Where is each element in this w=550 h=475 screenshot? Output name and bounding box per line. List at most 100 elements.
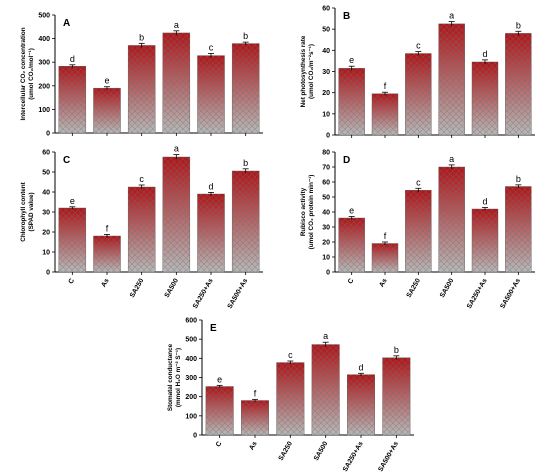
significance-letter: a xyxy=(174,144,179,154)
significance-letter: f xyxy=(384,231,387,241)
panel-letter: B xyxy=(343,11,350,22)
bar-hatch xyxy=(93,236,121,272)
y-tick-label: 300 xyxy=(38,60,50,67)
bar-hatch xyxy=(472,209,498,272)
bar-hatch xyxy=(372,93,398,135)
bar-hatch xyxy=(347,374,375,435)
bar-hatch xyxy=(128,45,156,133)
y-tick-label: 20 xyxy=(42,230,50,237)
bar-hatch xyxy=(382,357,411,435)
significance-letter: f xyxy=(106,223,109,233)
significance-letter: d xyxy=(208,181,213,191)
x-tick-label: SA500 xyxy=(439,277,456,299)
y-tick-label: 60 xyxy=(322,180,330,187)
bar-hatch xyxy=(162,157,190,272)
bar-hatch xyxy=(232,171,260,272)
y-tick-label: 100 xyxy=(38,107,50,114)
panel-e: 0 100 200 300 400 500 600 E Stomatal conductance… xyxy=(167,318,414,473)
y-tick-label: 600 xyxy=(185,318,197,325)
bar-hatch xyxy=(338,218,365,272)
significance-letter: e xyxy=(70,196,75,206)
bar-hatch xyxy=(311,344,340,435)
bar-hatch xyxy=(372,243,398,272)
y-tick-label: 40 xyxy=(322,210,330,217)
bar-hatch xyxy=(93,88,121,133)
significance-letter: e xyxy=(349,206,354,216)
bar-hatch xyxy=(405,53,432,136)
significance-letter: e xyxy=(104,76,109,86)
y-axis-label: Net photosynthesis rate(umol CO₂/m⁻²s⁻¹) xyxy=(300,35,315,107)
significance-letter: a xyxy=(449,154,454,164)
bar-hatch xyxy=(197,194,225,272)
y-axis-label: Stomatal conductance(mmol H₂O m⁻² S⁻¹) xyxy=(167,343,182,411)
significance-letter: b xyxy=(394,345,399,355)
y-tick-label: 0 xyxy=(46,270,50,277)
y-tick-label: 20 xyxy=(322,90,330,97)
y-tick-label: 60 xyxy=(42,150,50,157)
x-tick-label: SA500 xyxy=(164,277,181,299)
significance-letter: b xyxy=(516,20,521,30)
significance-letter: c xyxy=(288,350,293,360)
panel-d: 0 10 20 30 40 50 60 70 80 D Rubisco activity(umol … xyxy=(300,150,535,310)
panel-b: 0 10 20 30 40 50 60 B Net photosynthesis rate(um… xyxy=(300,6,535,140)
y-tick-label: 10 xyxy=(42,250,50,257)
significance-letter: f xyxy=(384,81,387,91)
bar-hatch xyxy=(58,66,86,133)
y-tick-label: 200 xyxy=(38,83,50,90)
significance-letter: d xyxy=(482,49,487,59)
y-tick-label: 500 xyxy=(38,13,50,20)
bar-hatch xyxy=(128,187,156,272)
significance-letter: f xyxy=(254,388,257,398)
x-tick-label: SA250 xyxy=(278,440,295,462)
x-tick-label: SA500+As xyxy=(227,277,250,310)
bar-hatch xyxy=(405,190,432,272)
significance-letter: e xyxy=(217,374,222,384)
y-tick-label: 50 xyxy=(322,195,330,202)
y-axis-label: Rubisco activity(umol CO₂ protein min⁻¹) xyxy=(300,175,315,250)
y-tick-label: 10 xyxy=(322,111,330,118)
bar-hatch xyxy=(58,208,86,272)
bar-hatch xyxy=(232,43,260,133)
bar-hatch xyxy=(197,55,225,134)
significance-letter: a xyxy=(174,20,179,30)
panel-letter: C xyxy=(63,155,70,166)
significance-letter: d xyxy=(358,362,363,372)
y-tick-label: 400 xyxy=(38,36,50,43)
y-tick-label: 30 xyxy=(42,210,50,217)
y-tick-label: 10 xyxy=(322,255,330,262)
significance-letter: c xyxy=(139,174,144,184)
bar-hatch xyxy=(438,167,465,272)
y-tick-label: 40 xyxy=(322,48,330,55)
y-tick-label: 50 xyxy=(42,170,50,177)
x-tick-label: SA250+As xyxy=(466,277,489,310)
significance-letter: c xyxy=(416,41,421,51)
y-tick-label: 0 xyxy=(326,133,330,140)
y-tick-label: 30 xyxy=(322,225,330,232)
panel-c: 0 10 20 30 40 50 60 C Chlorophyll content(SPAD v… xyxy=(20,144,263,310)
x-tick-label: As xyxy=(248,440,259,451)
panel-letter: D xyxy=(343,155,350,166)
bar-hatch xyxy=(505,33,532,135)
panel-letter: E xyxy=(210,323,217,334)
y-tick-label: 30 xyxy=(322,69,330,76)
y-tick-label: 200 xyxy=(185,394,197,401)
x-tick-label: SA250 xyxy=(406,277,423,299)
y-tick-label: 80 xyxy=(322,150,330,157)
bar-hatch xyxy=(276,362,305,435)
panel-a: 0 100 200 300 400 500 A Intercellular CO₂ conce… xyxy=(20,13,263,138)
x-tick-label: SA500+As xyxy=(377,440,400,473)
x-tick-label: SA250+As xyxy=(192,277,215,310)
significance-letter: c xyxy=(209,42,214,52)
significance-letter: b xyxy=(516,174,521,184)
x-tick-label: As xyxy=(378,277,389,288)
bar-hatch xyxy=(241,400,269,435)
x-tick-label: SA250 xyxy=(129,277,146,299)
x-tick-label: As xyxy=(100,277,111,288)
y-tick-label: 0 xyxy=(46,131,50,138)
bar-hatch xyxy=(438,23,465,135)
significance-letter: d xyxy=(482,197,487,207)
y-axis-label: Chlorophyll content(SPAD value) xyxy=(20,181,35,241)
bar-hatch xyxy=(205,386,234,435)
bar-hatch xyxy=(162,32,190,133)
